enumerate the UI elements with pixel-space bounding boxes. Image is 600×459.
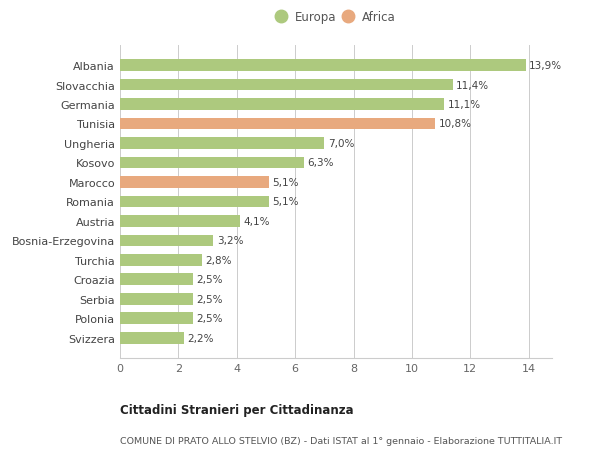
Text: 2,5%: 2,5%: [196, 313, 223, 324]
Text: 11,4%: 11,4%: [456, 80, 490, 90]
Bar: [120, 216, 239, 227]
Bar: [120, 99, 444, 111]
Text: 10,8%: 10,8%: [439, 119, 472, 129]
Text: 2,8%: 2,8%: [205, 255, 232, 265]
Text: 2,5%: 2,5%: [196, 274, 223, 285]
Legend: Europa, Africa: Europa, Africa: [276, 11, 396, 24]
Text: 5,1%: 5,1%: [272, 197, 299, 207]
Text: 2,2%: 2,2%: [188, 333, 214, 343]
Bar: [120, 60, 526, 72]
Text: 7,0%: 7,0%: [328, 139, 354, 149]
Text: 3,2%: 3,2%: [217, 236, 244, 246]
Bar: [120, 293, 193, 305]
Text: Cittadini Stranieri per Cittadinanza: Cittadini Stranieri per Cittadinanza: [120, 403, 353, 416]
Text: 5,1%: 5,1%: [272, 178, 299, 188]
Text: 4,1%: 4,1%: [243, 216, 269, 226]
Text: COMUNE DI PRATO ALLO STELVIO (BZ) - Dati ISTAT al 1° gennaio - Elaborazione TUTT: COMUNE DI PRATO ALLO STELVIO (BZ) - Dati…: [120, 436, 562, 445]
Bar: [120, 254, 202, 266]
Text: 13,9%: 13,9%: [529, 61, 562, 71]
Bar: [120, 177, 269, 188]
Bar: [120, 118, 435, 130]
Bar: [120, 79, 453, 91]
Bar: [120, 332, 184, 344]
Text: 6,3%: 6,3%: [307, 158, 334, 168]
Bar: [120, 196, 269, 208]
Bar: [120, 235, 214, 246]
Bar: [120, 157, 304, 169]
Text: 11,1%: 11,1%: [448, 100, 481, 110]
Bar: [120, 138, 325, 150]
Bar: [120, 313, 193, 325]
Text: 2,5%: 2,5%: [196, 294, 223, 304]
Bar: [120, 274, 193, 285]
